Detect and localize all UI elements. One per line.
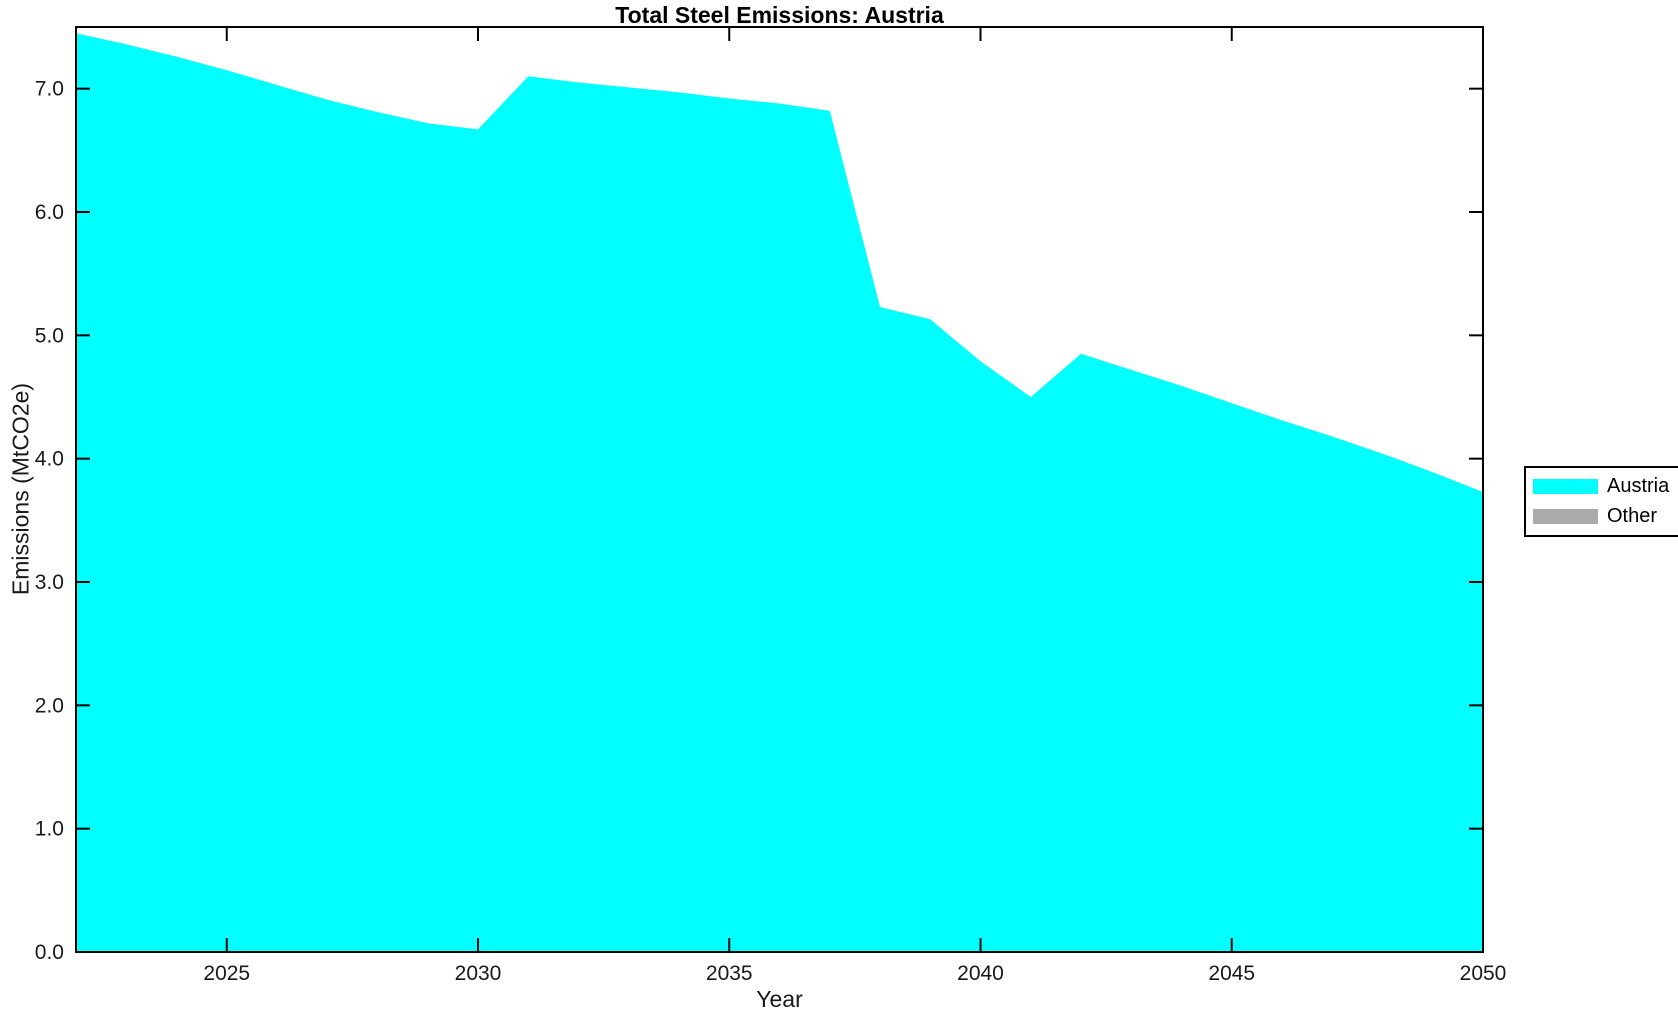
y-tick-label: 5.0 xyxy=(35,324,64,347)
legend-entry-austria: Austria xyxy=(1533,475,1669,498)
x-tick-label: 2030 xyxy=(455,962,502,985)
y-tick-label: 4.0 xyxy=(35,448,64,471)
y-tick-label: 7.0 xyxy=(35,78,64,101)
legend-entry-other: Other xyxy=(1533,505,1669,528)
x-tick-label: 2025 xyxy=(203,962,250,985)
y-tick-label: 1.0 xyxy=(35,818,64,841)
x-tick-label: 2035 xyxy=(706,962,753,985)
chart-title: Total Steel Emissions: Austria xyxy=(615,2,944,28)
legend: Austria Other xyxy=(1524,466,1678,537)
y-tick-label: 0.0 xyxy=(35,941,64,964)
plot-border xyxy=(75,26,1484,953)
y-tick-label: 2.0 xyxy=(35,694,64,717)
x-tick-label: 2040 xyxy=(957,962,1004,985)
legend-swatch-other-icon xyxy=(1533,509,1598,524)
austria-area-series xyxy=(76,33,1483,952)
y-axis-label: Emissions (MtCO2e) xyxy=(7,382,34,596)
x-axis-label: Year xyxy=(756,986,803,1012)
legend-label-austria: Austria xyxy=(1607,475,1670,497)
y-tick-label: 6.0 xyxy=(35,201,64,224)
legend-label-other: Other xyxy=(1607,505,1658,527)
x-tick-label: 2050 xyxy=(1460,962,1507,985)
x-tick-label: 2045 xyxy=(1208,962,1255,985)
legend-swatch-austria-icon xyxy=(1533,479,1598,494)
y-tick-label: 3.0 xyxy=(35,571,64,594)
